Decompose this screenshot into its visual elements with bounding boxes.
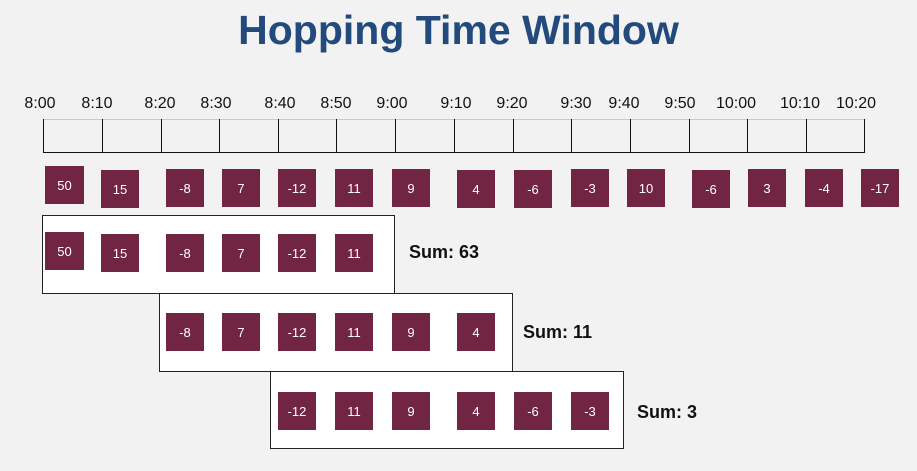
event-box: 7 <box>222 169 260 207</box>
window-event-box: -3 <box>571 392 609 430</box>
window-event-box: 11 <box>335 234 373 272</box>
window-event-box: -6 <box>514 392 552 430</box>
time-tick-mark <box>689 119 690 153</box>
event-box: -12 <box>278 169 316 207</box>
time-tick-label: 8:50 <box>320 95 352 112</box>
time-tick-mark <box>864 119 865 153</box>
window-event-box: 7 <box>222 234 260 272</box>
window-sum-label: Sum: 63 <box>409 242 480 262</box>
window-event-box: -8 <box>166 234 204 272</box>
hopping-window-3 <box>270 371 624 449</box>
window-event-box: -12 <box>278 313 316 351</box>
time-tick-label: 8:00 <box>24 95 56 112</box>
event-box: -4 <box>805 169 843 207</box>
event-box: 3 <box>748 169 786 207</box>
event-box: -6 <box>514 170 552 208</box>
window-event-box: -12 <box>278 392 316 430</box>
window-event-box: 50 <box>45 232 84 270</box>
time-tick-mark <box>806 119 807 153</box>
time-tick-label: 10:10 <box>779 95 821 112</box>
time-tick-label: 10:20 <box>835 95 877 112</box>
time-tick-label: 8:10 <box>81 95 113 112</box>
time-tick-mark <box>747 119 748 153</box>
window-event-box: 9 <box>392 313 430 351</box>
time-tick-label: 9:10 <box>440 95 472 112</box>
time-tick-mark <box>102 119 103 153</box>
window-event-box: 11 <box>335 392 373 430</box>
window-event-box: 11 <box>335 313 373 351</box>
event-box: 50 <box>45 166 84 204</box>
time-tick-label: 9:00 <box>376 95 408 112</box>
window-event-box: 7 <box>222 313 260 351</box>
time-tick-label: 10:00 <box>715 95 757 112</box>
window-event-box: 15 <box>101 234 139 272</box>
time-tick-label: 8:30 <box>200 95 232 112</box>
time-tick-label: 8:20 <box>144 95 176 112</box>
time-tick-mark <box>219 119 220 153</box>
event-box: -3 <box>571 169 609 207</box>
window-sum-label: Sum: 11 <box>523 322 593 342</box>
event-box: -6 <box>692 170 730 208</box>
window-event-box: 4 <box>457 392 495 430</box>
event-box: 11 <box>335 169 373 207</box>
window-event-box: -8 <box>166 313 204 351</box>
time-tick-mark <box>278 119 279 153</box>
time-tick-mark <box>43 119 44 153</box>
diagram-title: Hopping Time Window <box>238 7 679 53</box>
time-tick-mark <box>161 119 162 153</box>
event-box: -8 <box>166 169 204 207</box>
window-event-box: 9 <box>392 392 430 430</box>
event-box: 15 <box>101 170 139 208</box>
time-tick-label: 9:50 <box>664 95 696 112</box>
time-tick-label: 8:40 <box>264 95 296 112</box>
time-tick-mark <box>395 119 396 153</box>
window-event-box: 4 <box>457 313 495 351</box>
event-box: -17 <box>861 169 899 207</box>
time-tick-mark <box>630 119 631 153</box>
time-tick-mark <box>336 119 337 153</box>
time-tick-mark <box>454 119 455 153</box>
event-box: 4 <box>457 170 495 208</box>
time-tick-label: 9:30 <box>560 95 592 112</box>
event-box: 9 <box>392 169 430 207</box>
time-tick-mark <box>571 119 572 153</box>
time-tick-label: 9:40 <box>608 95 640 112</box>
window-sum-label: Sum: 3 <box>637 402 698 422</box>
event-box: 10 <box>627 169 665 207</box>
time-tick-mark <box>513 119 514 153</box>
time-tick-label: 9:20 <box>496 95 528 112</box>
window-event-box: -12 <box>278 234 316 272</box>
